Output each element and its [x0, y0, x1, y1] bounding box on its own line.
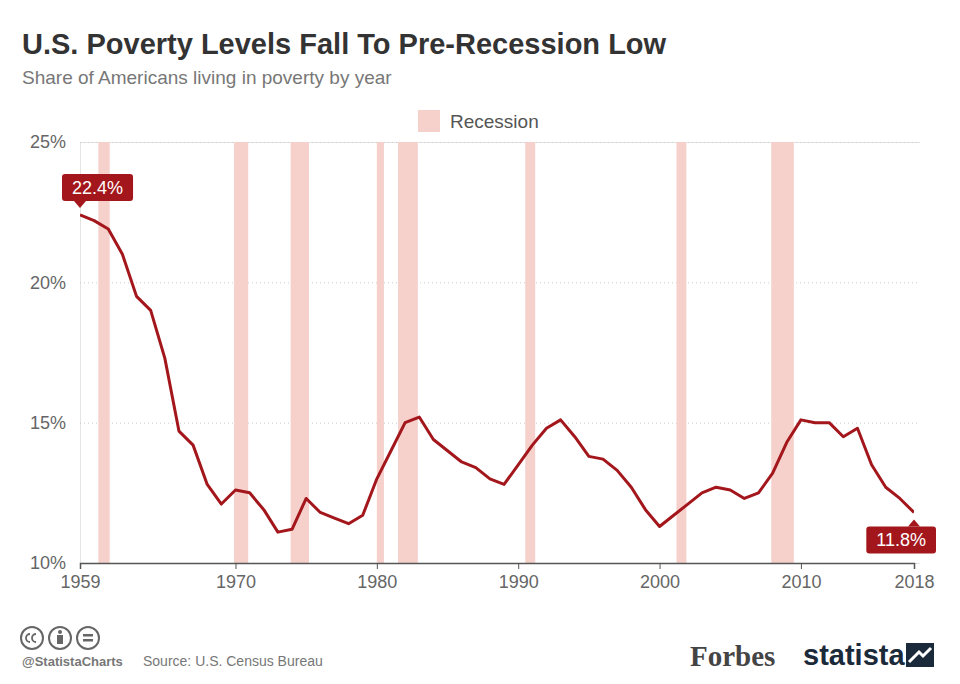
- annotation-label: 11.8%: [876, 530, 926, 550]
- recession-band: [377, 142, 384, 563]
- legend: Recession: [418, 110, 539, 132]
- statista-logo: [906, 643, 934, 667]
- license-icon: [49, 627, 71, 649]
- license-icon-glyph: [57, 635, 63, 644]
- poverty-line: [80, 215, 914, 532]
- x-tick-label: 2010: [781, 572, 821, 592]
- x-tick: 1959: [60, 563, 100, 592]
- y-tick-label: 20%: [30, 273, 66, 293]
- x-tick: 2010: [781, 563, 821, 592]
- x-tick: 1970: [216, 563, 256, 592]
- brand-forbes: Forbes: [690, 640, 775, 672]
- x-tick-label: 2018: [894, 572, 934, 592]
- logo-box: [906, 643, 934, 667]
- y-tick-label: 10%: [30, 553, 66, 573]
- chart: U.S. Poverty Levels Fall To Pre-Recessio…: [0, 0, 960, 684]
- y-axis-line: [81, 143, 921, 564]
- legend-label: Recession: [450, 111, 539, 132]
- x-tick-label: 2000: [640, 572, 680, 592]
- x-tick-label: 1980: [357, 572, 397, 592]
- x-tick: 1990: [499, 563, 539, 592]
- x-tick-mark: [801, 563, 802, 569]
- title: U.S. Poverty Levels Fall To Pre-Recessio…: [22, 28, 667, 60]
- recession-band: [771, 142, 794, 563]
- x-tick-label: 1959: [60, 572, 100, 592]
- recession-band: [525, 142, 535, 563]
- x-tick-mark: [80, 563, 81, 569]
- plot-area: [80, 142, 914, 563]
- license-icon: [21, 627, 43, 649]
- y-axis: 10% 15% 20% 25%: [30, 132, 920, 573]
- annotation: 11.8%: [866, 519, 936, 553]
- x-tick-mark: [660, 563, 661, 569]
- license-icon-glyph: [83, 634, 93, 637]
- x-tick-mark: [914, 563, 915, 569]
- x-axis: 1959 1970 1980 1990 2000 2010 2018: [60, 563, 934, 592]
- recession-band: [98, 142, 109, 563]
- license-icon-glyph: [26, 634, 36, 642]
- annotation-pointer: [908, 519, 920, 526]
- license-icons: [21, 627, 99, 649]
- x-tick: 1980: [357, 563, 397, 592]
- x-tick-label: 1970: [216, 572, 256, 592]
- y-tick-label: 15%: [30, 413, 66, 433]
- recession-band: [398, 142, 418, 563]
- annotation-label: 22.4%: [72, 178, 123, 198]
- brand-statista: statista: [803, 639, 905, 671]
- x-tick-mark: [235, 563, 236, 569]
- x-axis-line: [81, 564, 915, 570]
- x-tick-mark: [518, 563, 519, 569]
- x-tick-label: 1990: [499, 572, 539, 592]
- recession-band: [234, 142, 248, 563]
- y-tick-label: 25%: [30, 132, 66, 152]
- annotation-box: [866, 526, 936, 553]
- annotation: 22.4%: [62, 174, 133, 208]
- grid-line: [80, 282, 920, 283]
- subtitle: Share of Americans living in poverty by …: [22, 67, 392, 88]
- logo-mark: [909, 648, 931, 662]
- grid-line: [80, 423, 920, 424]
- recession-band: [677, 142, 687, 563]
- credit: @StatistaCharts: [22, 654, 123, 669]
- source: Source: U.S. Census Bureau: [143, 653, 323, 669]
- license-icon-glyph: [83, 639, 93, 642]
- x-tick: 2000: [640, 563, 680, 592]
- annotation-box: [62, 174, 133, 201]
- grid-line: [80, 142, 920, 143]
- x-tick: 2018: [894, 563, 934, 592]
- license-icon-glyph: [58, 630, 62, 634]
- x-tick-mark: [377, 563, 378, 569]
- legend-swatch: [418, 110, 440, 132]
- annotation-pointer: [74, 201, 86, 208]
- license-icon: [77, 627, 99, 649]
